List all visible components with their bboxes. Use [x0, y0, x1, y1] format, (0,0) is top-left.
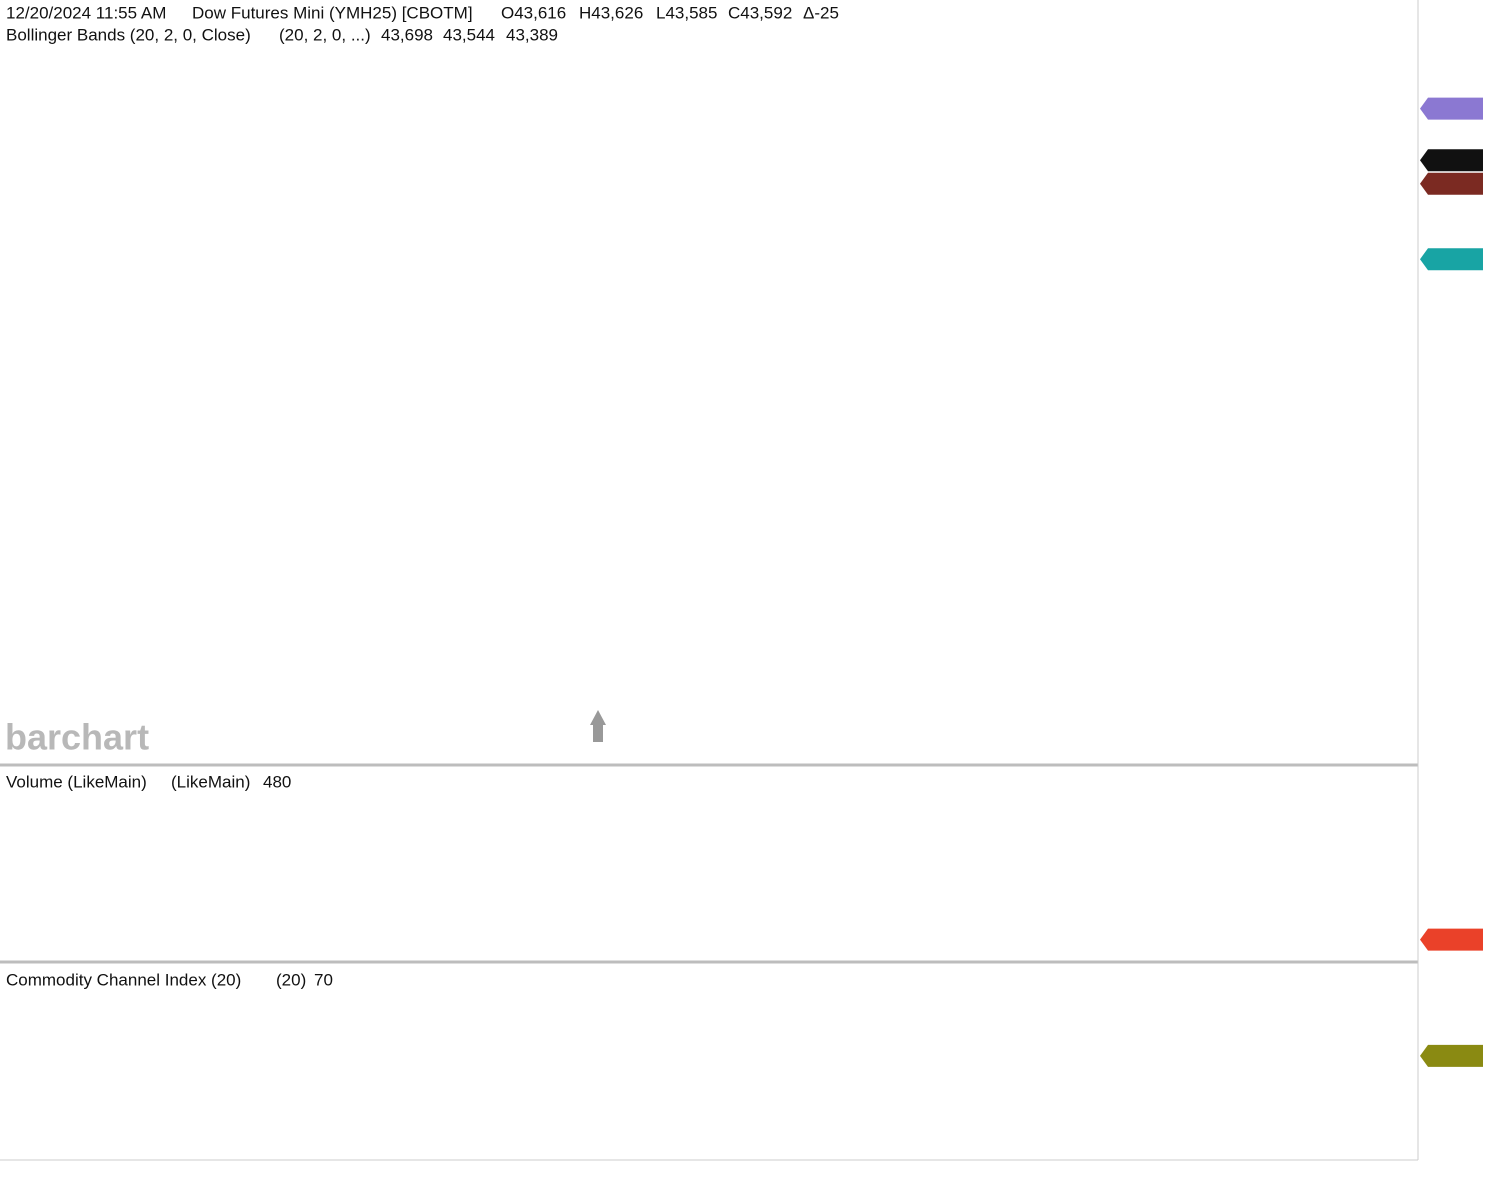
value-badge [1420, 1044, 1483, 1067]
value-badge [1420, 172, 1483, 195]
cci-value: 70 [314, 970, 333, 989]
overlay-params: (20, 2, 0, ...) [279, 25, 371, 44]
overlay-value: 43,544 [443, 25, 495, 44]
labels: 12/20/2024 11:55 AM Dow Futures Mini (YM… [5, 3, 1483, 1067]
cci-title: Commodity Channel Index (20) [6, 970, 241, 989]
watermark: barchart [5, 717, 149, 758]
signal-arrow [590, 710, 606, 742]
volume-title: Volume (LikeMain) [6, 772, 147, 791]
quote-close: C43,592 [728, 3, 792, 22]
value-badge [1420, 97, 1483, 120]
datetime: 12/20/2024 11:55 AM [6, 3, 166, 22]
quote-low: L43,585 [656, 3, 717, 22]
overlay-value: 43,698 [381, 25, 433, 44]
volume-params: (LikeMain) [171, 772, 250, 791]
quote-open: O43,616 [501, 3, 566, 22]
overlay-value: 43,389 [506, 25, 558, 44]
volume-value: 480 [263, 772, 291, 791]
quote-high: H43,626 [579, 3, 643, 22]
value-badge [1420, 149, 1483, 172]
cci-params: (20) [276, 970, 306, 989]
overlay-name: Bollinger Bands (20, 2, 0, Close) [6, 25, 251, 44]
value-badge [1420, 248, 1483, 271]
value-badge [1420, 928, 1483, 951]
instrument: Dow Futures Mini (YMH25) [CBOTM] [192, 3, 473, 22]
quote-change: Δ-25 [803, 3, 839, 22]
